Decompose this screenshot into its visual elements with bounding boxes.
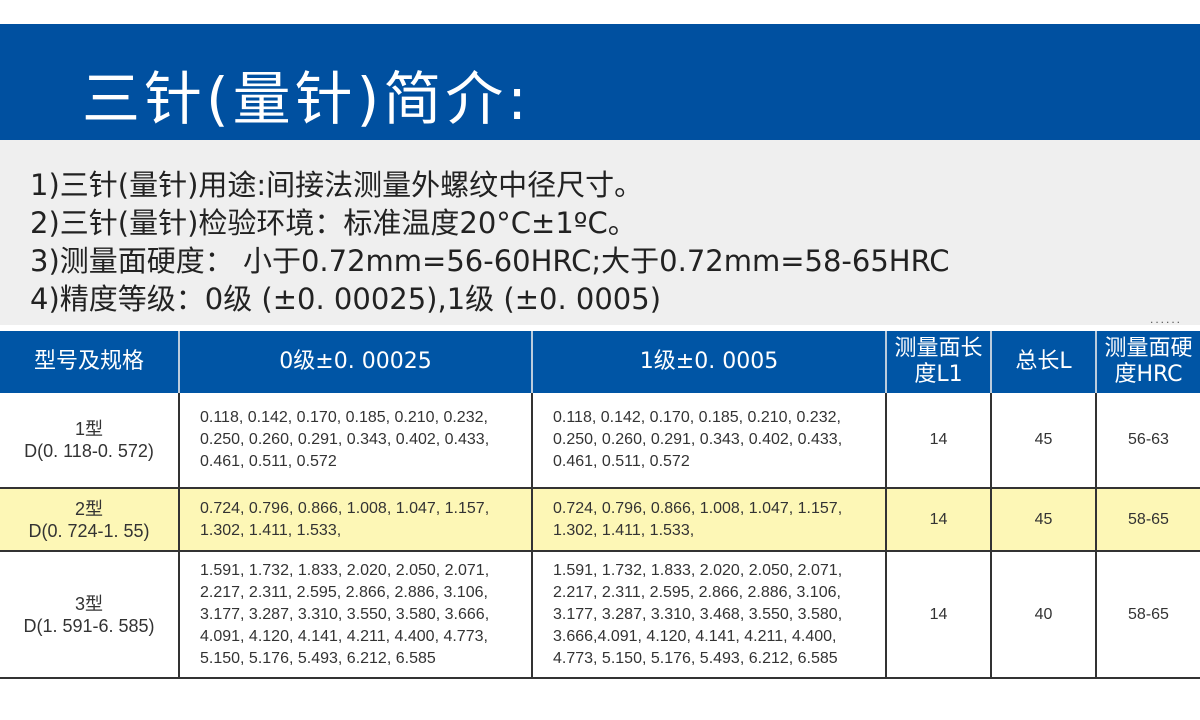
value-line: 4.091, 4.120, 4.141, 4.211, 4.400, 4.773… [200,627,488,645]
table-row: 2型 D(0. 724-1. 55) 0.724, 0.796, 0.866, 1.… [0,488,1200,552]
total-cell: 40 [990,551,1096,679]
grade1-values: 0.724, 0.796, 0.866, 1.008, 1.047, 1.157… [531,488,886,552]
hrc-cell: 58-65 [1095,488,1200,552]
value-line: 3.177, 3.287, 3.310, 3.550, 3.580, 3.666… [200,605,490,623]
value-line: 0.461, 0.511, 0.572 [553,453,690,470]
l1-cell: 14 [885,393,991,489]
value-line: 1.302, 1.411, 1.533, [553,521,695,539]
value-line: 1.302, 1.411, 1.533, [200,521,342,539]
l1-cell: 14 [885,488,991,552]
intro-item: 1)三针(量针)用途:间接法测量外螺纹中径尺寸。 [30,168,644,202]
intro-list: 1)三针(量针)用途:间接法测量外螺纹中径尺寸。 2)三针(量针)检验环境：标准… [0,140,1200,325]
hrc-cell: 58-65 [1095,551,1200,679]
total-cell: 45 [990,488,1096,552]
value-line: 0.724, 0.796, 0.866, 1.008, 1.047, 1.157… [553,499,843,517]
total-cell: 45 [990,393,1096,489]
value-line: 0.724, 0.796, 0.866, 1.008, 1.047, 1.157… [200,499,490,517]
value-line: 3.177, 3.287, 3.310, 3.468, 3.550, 3.580… [553,605,843,623]
column-header: 0级±0. 00025 [178,331,532,393]
value-line: 5.150, 5.176, 5.493, 6.212, 6.585 [200,649,436,667]
column-header: 总长L [990,331,1096,393]
value-line: 2.217, 2.311, 2.595, 2.866, 2.886, 3.106… [200,583,488,601]
value-line: 0.118, 0.142, 0.170, 0.185, 0.210, 0.232… [200,409,488,426]
column-header: 型号及规格 [0,331,179,393]
grade1-values: 0.118, 0.142, 0.170, 0.185, 0.210, 0.232… [531,393,886,489]
page-title: 三针(量针)简介: [0,24,1200,140]
table-row: 3型 D(1. 591-6. 585) 1.591, 1.732, 1.833, 2… [0,551,1200,679]
column-header: 测量面长度L1 [885,331,991,393]
model-type: 2型 [74,498,103,519]
value-line: 0.118, 0.142, 0.170, 0.185, 0.210, 0.232… [553,409,841,426]
model-range: D(0. 724-1. 55) [28,520,150,541]
intro-item: 4)精度等级：0级 (±0. 00025),1级 (±0. 0005) [30,282,662,316]
value-line: 1.591, 1.732, 1.833, 2.020, 2.050, 2.071… [200,561,490,579]
model-type: 1型 [74,419,103,439]
table-row: 1型 D(0. 118-0. 572) 0.118, 0.142, 0.170, 0… [0,393,1200,489]
value-line: 1.591, 1.732, 1.833, 2.020, 2.050, 2.071… [553,561,843,579]
value-line: 3.666,4.091, 4.120, 4.141, 4.211, 4.400, [553,627,837,645]
model-range: D(1. 591-6. 585) [23,615,155,636]
l1-cell: 14 [885,551,991,679]
value-line: 0.250, 0.260, 0.291, 0.343, 0.402, 0.433… [200,431,490,448]
value-line: 4.773, 5.150, 5.176, 5.493, 6.212, 6.585 [553,649,838,667]
decor-dots: ...... [1149,312,1182,326]
column-header: 1级±0. 0005 [531,331,886,393]
model-cell: 2型 D(0. 724-1. 55) [0,488,179,552]
grade1-values: 1.591, 1.732, 1.833, 2.020, 2.050, 2.071… [531,551,886,679]
model-cell: 3型 D(1. 591-6. 585) [0,551,179,679]
hrc-cell: 56-63 [1095,393,1200,489]
column-header: 测量面硬度HRC [1095,331,1200,393]
model-range: D(0. 118-0. 572) [24,441,154,461]
grade0-values: 0.118, 0.142, 0.170, 0.185, 0.210, 0.232… [178,393,532,489]
model-type: 3型 [74,593,103,614]
grade0-values: 0.724, 0.796, 0.866, 1.008, 1.047, 1.157… [178,488,532,552]
value-line: 0.461, 0.511, 0.572 [200,453,337,470]
intro-item: 2)三针(量针)检验环境：标准温度20°C±1ºC。 [30,206,637,240]
value-line: 0.250, 0.260, 0.291, 0.343, 0.402, 0.433… [553,431,843,448]
grade0-values: 1.591, 1.732, 1.833, 2.020, 2.050, 2.071… [178,551,532,679]
model-cell: 1型 D(0. 118-0. 572) [0,393,179,489]
intro-item: 3)测量面硬度： 小于0.72mm=56-60HRC;大于0.72mm=58-6… [30,244,950,278]
spec-table: 型号及规格 0级±0. 00025 1级±0. 0005 测量面长度L1 总长L 测量面硬… [0,331,1200,679]
value-line: 2.217, 2.311, 2.595, 2.866, 2.886, 3.106… [553,583,841,601]
